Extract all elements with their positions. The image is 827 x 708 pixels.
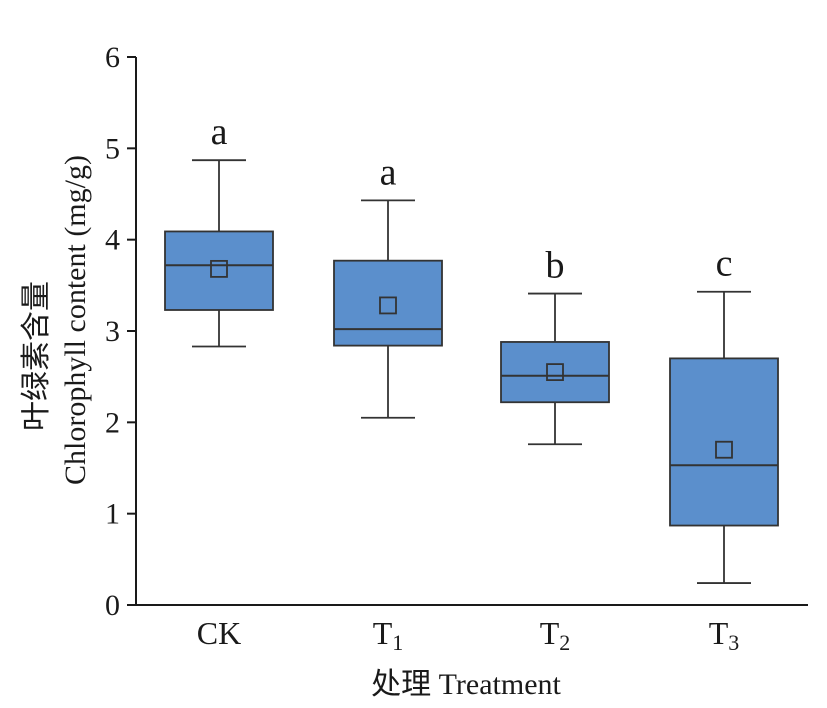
x-category-label: T2 bbox=[540, 615, 571, 655]
x-category-label: T1 bbox=[373, 615, 404, 655]
x-axis-title: 处理 Treatment bbox=[371, 668, 561, 701]
y-tick-label: 3 bbox=[105, 315, 120, 348]
y-axis-title: 叶绿素含量 Chlorophyll content (mg/g) bbox=[20, 155, 92, 485]
y-tick-label: 2 bbox=[105, 406, 120, 439]
significance-letter: b bbox=[546, 245, 565, 287]
y-axis-title-english: Chlorophyll content (mg/g) bbox=[59, 155, 92, 485]
y-tick-label: 6 bbox=[105, 41, 120, 74]
x-category-label: CK bbox=[197, 615, 241, 651]
mean-marker bbox=[546, 363, 564, 382]
iqr-box bbox=[333, 259, 443, 347]
box-t2: b bbox=[500, 245, 610, 446]
significance-letter: a bbox=[211, 111, 228, 153]
mean-marker bbox=[715, 440, 733, 459]
y-ticks: 0 1 2 3 4 5 6 bbox=[105, 41, 136, 622]
y-tick-label: 0 bbox=[105, 589, 120, 622]
box-t1: a bbox=[333, 151, 443, 419]
y-axis-title-chinese: 叶绿素含量 bbox=[20, 281, 53, 431]
significance-letter: c bbox=[716, 243, 733, 285]
mean-marker bbox=[379, 296, 397, 315]
y-tick-label: 4 bbox=[105, 224, 120, 257]
y-tick-label: 5 bbox=[105, 132, 120, 165]
iqr-box bbox=[164, 230, 274, 311]
x-category-label: T3 bbox=[709, 615, 740, 655]
box-t3: c bbox=[669, 243, 779, 584]
significance-letter: a bbox=[380, 151, 397, 193]
x-category-labels: CK T1 T2 T3 bbox=[197, 615, 740, 655]
mean-marker bbox=[210, 259, 228, 278]
boxes: a a b c bbox=[164, 111, 779, 584]
y-tick-label: 1 bbox=[105, 498, 120, 531]
iqr-box bbox=[500, 341, 610, 404]
box-ck: a bbox=[164, 111, 274, 348]
